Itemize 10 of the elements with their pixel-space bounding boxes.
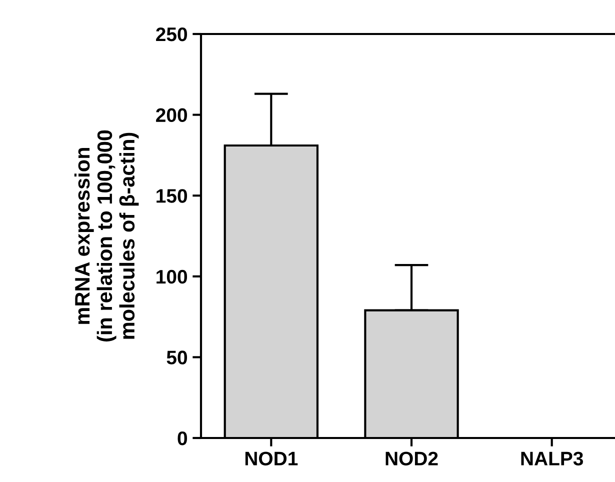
y-tick-label: 100 (156, 270, 188, 284)
x-tick-label: NOD1 (245, 452, 298, 466)
y-tick-label: 200 (156, 108, 188, 122)
y-tick-label: 50 (166, 350, 188, 364)
y-axis-title: mRNA expression (in relation to 100,000 molecules of β-actin) (74, 130, 139, 342)
y-tick-label: 0 (178, 431, 188, 446)
x-tick-label: NOD2 (386, 452, 438, 466)
y-tick-label: 250 (156, 27, 188, 42)
y-tick-label: 150 (156, 189, 188, 203)
x-tick-label: NALP3 (521, 452, 584, 466)
